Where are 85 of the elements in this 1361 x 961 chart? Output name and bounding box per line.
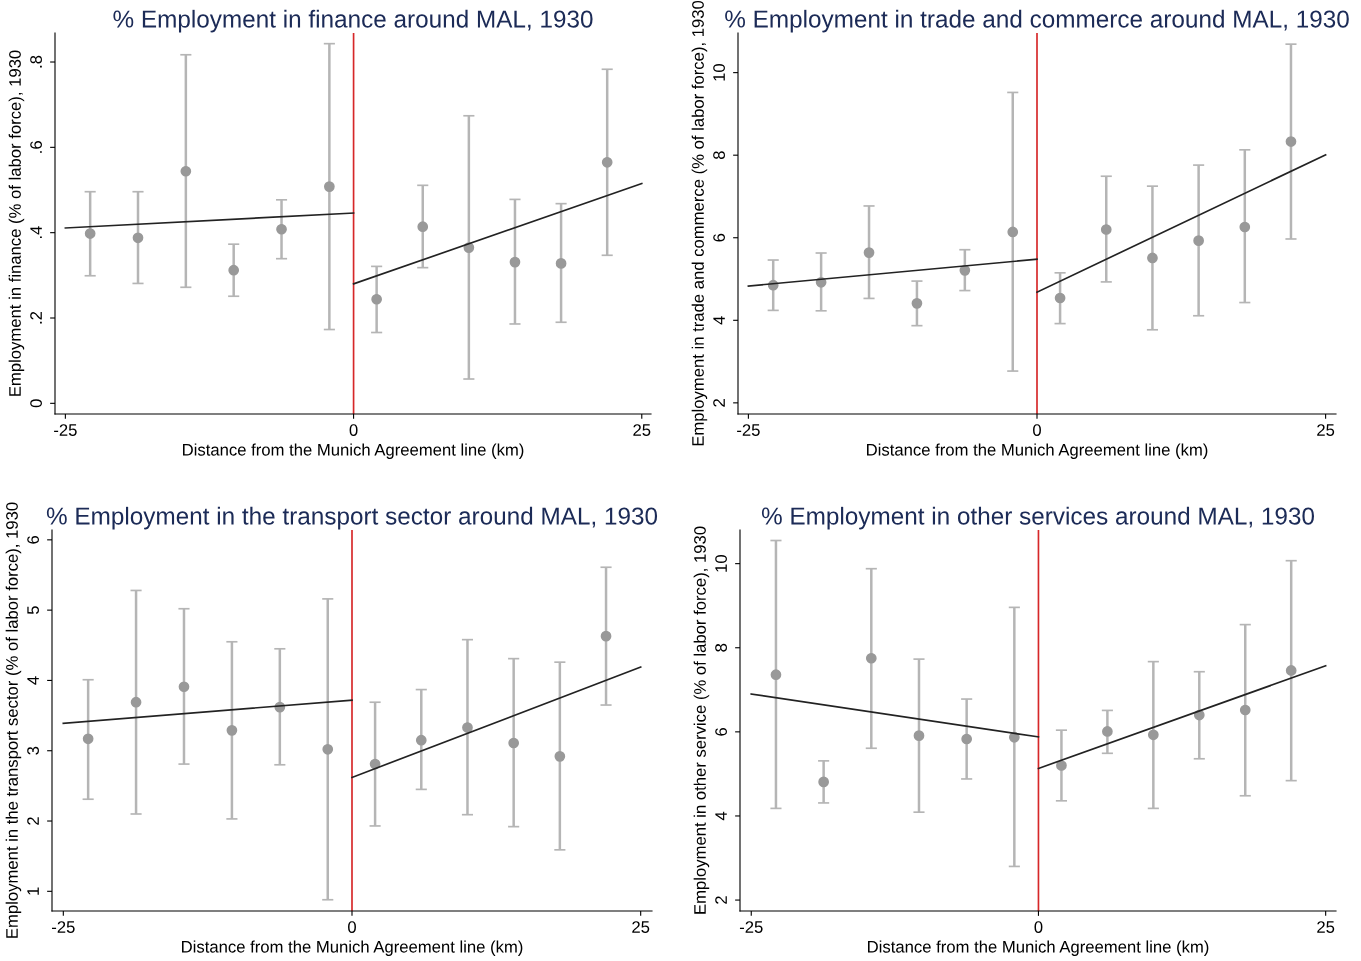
y-tick-label: 10 <box>715 555 727 572</box>
point <box>1147 252 1158 264</box>
x-tick-label: -25 <box>737 424 760 436</box>
point <box>178 681 190 693</box>
point <box>555 258 567 269</box>
point <box>865 652 877 664</box>
point <box>180 165 192 177</box>
y-tick-label: 4 <box>713 316 725 325</box>
x-axis-title: Distance from the Munich Agreement line (km) <box>182 940 523 956</box>
point <box>322 743 334 755</box>
point <box>82 733 94 745</box>
y-axis-title: Employment in finance (% of labor force), 1930 <box>8 50 25 396</box>
y-tick-label: .2 <box>30 311 42 324</box>
point <box>130 696 142 708</box>
point <box>1239 704 1251 716</box>
point <box>913 730 925 741</box>
y-tick-label: .8 <box>30 55 42 68</box>
point <box>911 298 923 309</box>
chart-title: % Employment in trade and commerce around MAL, 1930 <box>725 9 1349 33</box>
point <box>770 669 782 681</box>
y-axis-title: Employment in trade and commerce (% of labor force), 1930 <box>691 0 708 446</box>
point <box>276 223 287 235</box>
x-tick-label: 25 <box>632 921 650 933</box>
y-tick-label: 6 <box>713 233 725 242</box>
point <box>132 232 144 244</box>
point <box>417 221 429 233</box>
chart-title: % Employment in other services around MAL, 1930 <box>761 506 1315 530</box>
point <box>371 293 382 305</box>
point <box>1007 226 1019 238</box>
y-tick-label: 2 <box>27 817 39 825</box>
point <box>462 722 473 733</box>
x-tick-label: 0 <box>1034 921 1043 933</box>
x-axis-title: Distance from the Munich Agreement line (km) <box>867 443 1208 459</box>
point <box>1056 760 1067 771</box>
point <box>1285 665 1297 676</box>
y-tick-label: 8 <box>713 151 725 160</box>
point <box>961 733 973 745</box>
point <box>1100 224 1112 235</box>
y-tick-label: 1 <box>27 887 39 895</box>
x-tick-label: 0 <box>349 424 358 436</box>
y-tick-label: 2 <box>713 399 725 407</box>
y-tick-label: 2 <box>715 896 727 904</box>
point <box>509 256 521 268</box>
y-tick-label: 4 <box>27 676 39 685</box>
y-tick-label: 10 <box>713 64 725 81</box>
x-axis-title: Distance from the Munich Agreement line (km) <box>183 443 524 459</box>
point <box>508 737 520 749</box>
point <box>601 156 613 168</box>
y-tick-label: 6 <box>27 535 39 544</box>
point <box>1193 235 1204 246</box>
point <box>1147 729 1159 741</box>
y-tick-label: 4 <box>715 811 727 821</box>
point <box>554 750 566 762</box>
x-tick-label: -25 <box>52 921 75 933</box>
chart-title: % Employment in finance around MAL, 1930 <box>113 9 593 33</box>
point <box>818 776 829 788</box>
point <box>324 181 335 192</box>
point <box>228 264 240 276</box>
point <box>226 724 238 736</box>
x-tick-label: 0 <box>1033 424 1041 436</box>
point <box>1054 292 1066 304</box>
y-axis-title: Employment in other service (% of labor force), 1930 <box>693 526 710 914</box>
y-tick-label: 5 <box>27 606 39 615</box>
x-tick-label: -25 <box>739 921 763 933</box>
x-tick-label: 0 <box>348 921 356 933</box>
y-tick-label: 8 <box>715 643 727 652</box>
point <box>1239 221 1251 233</box>
y-tick-label: 6 <box>715 727 727 736</box>
x-axis-title: Distance from the Munich Agreement line (km) <box>868 940 1209 956</box>
y-axis-title: Employment in the transport sector (% of labor force), 1930 <box>5 502 22 938</box>
point <box>415 734 427 746</box>
x-tick-label: -25 <box>54 424 77 436</box>
point <box>863 247 875 258</box>
y-tick-label: 0 <box>30 399 42 408</box>
x-tick-label: 25 <box>1317 424 1335 436</box>
x-tick-label: 25 <box>633 424 651 436</box>
x-tick-label: 25 <box>1317 921 1335 933</box>
point <box>1285 136 1297 147</box>
chart-title: % Employment in the transport sector around MAL, 1930 <box>46 506 658 530</box>
point <box>600 630 612 642</box>
y-tick-label: 3 <box>27 746 39 755</box>
y-tick-label: .6 <box>30 141 42 153</box>
point <box>1102 726 1113 737</box>
point <box>84 228 96 239</box>
y-tick-label: .4 <box>30 226 42 239</box>
